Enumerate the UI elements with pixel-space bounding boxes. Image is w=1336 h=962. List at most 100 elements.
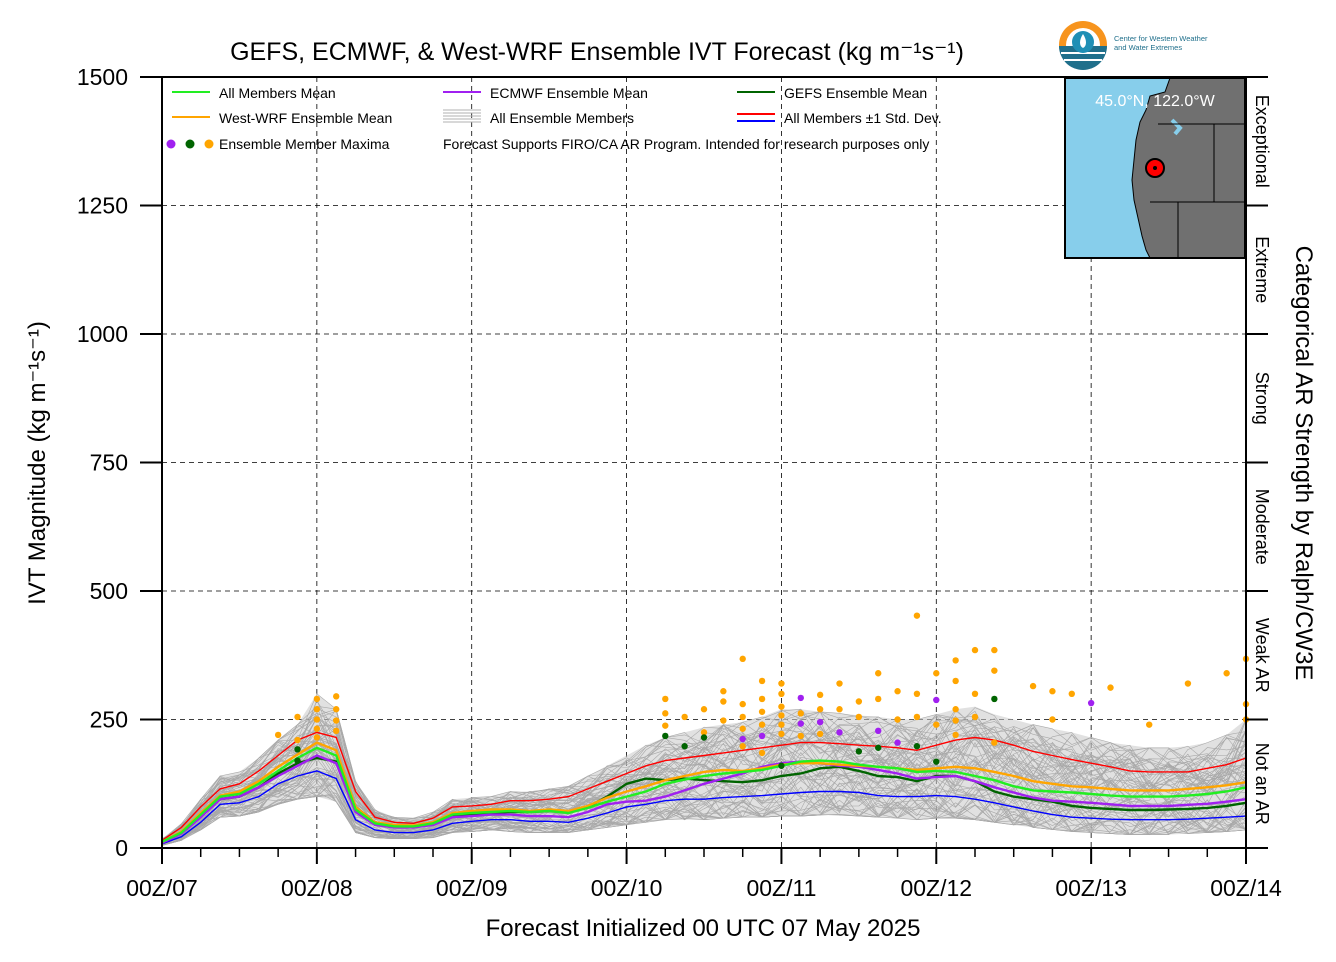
member-maximum-point	[758, 695, 766, 703]
legend-label-all-members: All Ensemble Members	[490, 110, 634, 126]
chart-title: GEFS, ECMWF, & West-WRF Ensemble IVT For…	[230, 38, 964, 66]
y-tick-label-250: 250	[90, 707, 128, 733]
member-maximum-point	[933, 758, 940, 765]
cw3e-logo: Center for Western Weather and Water Ext…	[1059, 21, 1208, 70]
member-maximum-point	[1068, 690, 1075, 697]
y-tick-label-500: 500	[90, 578, 128, 604]
member-maximum-point	[1029, 682, 1037, 690]
member-maximum-point	[816, 718, 824, 726]
member-maximum-point	[720, 688, 727, 695]
legend-label-gefs-mean: GEFS Ensemble Mean	[784, 85, 927, 101]
member-maximum-point	[294, 746, 301, 753]
member-maximum-point	[971, 646, 979, 654]
y-tick-label-1500: 1500	[77, 64, 128, 90]
x-axis-ticks: 00Z/07 00Z/08 00Z/09 00Z/10 00Z/11 00Z/12 00Z/…	[126, 848, 1282, 901]
series-all-members-1-std-dev-	[161, 731, 1247, 841]
members-envelope	[162, 693, 1246, 846]
member-maximum-point	[720, 698, 727, 705]
logo-text-line2: and Water Extremes	[1114, 43, 1182, 52]
mean-series	[161, 731, 1247, 845]
member-maximum-point	[855, 748, 863, 755]
member-maximum-point	[991, 739, 998, 746]
member-maximum-point	[836, 729, 843, 736]
x-tick-label-144: 00Z/13	[1055, 875, 1127, 901]
member-maximum-point	[778, 721, 785, 728]
inset-land	[1131, 77, 1246, 259]
member-maximum-point	[797, 710, 804, 717]
legend-label-maxima: Ensemble Member Maxima	[219, 136, 390, 152]
ensemble-member-line	[161, 724, 1247, 842]
legend-label-wwrf-mean: West-WRF Ensemble Mean	[219, 110, 392, 126]
x-tick-label-120: 00Z/12	[900, 875, 972, 901]
member-maximum-point	[720, 717, 727, 724]
member-maximum-point	[778, 762, 785, 769]
member-maximum-point	[294, 757, 301, 764]
legend: All Members Mean West-WRF Ensemble Mean …	[166, 85, 942, 152]
member-maximum-point	[333, 717, 340, 724]
member-maximum-point	[933, 721, 940, 728]
member-maximum-point	[797, 732, 804, 740]
member-maximum-point	[1184, 680, 1192, 687]
member-maximum-point	[836, 706, 843, 713]
member-maximum-point	[758, 708, 766, 715]
member-maximum-point	[662, 732, 669, 740]
y-tick-label-1000: 1000	[77, 321, 128, 347]
member-maximum-point	[662, 695, 669, 703]
member-maximum-point	[662, 722, 669, 729]
member-maximum-point	[294, 736, 301, 744]
x-tick-label-0: 00Z/07	[126, 875, 198, 901]
member-maximum-point	[816, 691, 824, 699]
ar-category-exceptional: Exceptional	[1252, 95, 1272, 188]
member-maximum-point	[778, 703, 785, 710]
member-maximum-point	[681, 713, 688, 721]
member-maximum-point	[1223, 670, 1230, 677]
member-maximum-point	[894, 688, 901, 695]
member-maximum-point	[294, 713, 301, 721]
inset-location-label: 45.0°N, 122.0°W	[1095, 93, 1215, 110]
member-maximum-point	[991, 667, 998, 674]
member-maximum-point	[662, 710, 669, 717]
ar-category-extreme: Extreme	[1252, 236, 1272, 303]
y-tick-label-1250: 1250	[77, 193, 128, 219]
member-maximum-point	[894, 716, 901, 723]
member-maximum-point	[1087, 699, 1095, 707]
member-maximum-point	[739, 655, 746, 663]
member-maximum-point	[333, 693, 340, 700]
member-maximum-point	[875, 744, 882, 751]
member-maximum-point	[333, 706, 340, 713]
member-maximum-point	[333, 727, 340, 735]
member-maximum-point	[700, 729, 708, 736]
member-maximum-point	[991, 646, 998, 654]
member-maximum-point	[836, 680, 843, 687]
member-maximum-point	[274, 731, 282, 739]
legend-swatch-all-members	[443, 109, 481, 123]
ensemble-member-line	[161, 720, 1247, 841]
ensemble-member-line	[161, 733, 1247, 842]
member-maximum-point	[1146, 721, 1153, 728]
member-maximum-point	[875, 727, 882, 735]
research-note: Forecast Supports FIRO/CA AR Program. In…	[443, 136, 929, 152]
ensemble-member-line	[161, 699, 1247, 842]
member-maximum-point	[855, 698, 863, 705]
member-maximum-point	[739, 743, 746, 750]
y-tick-label-750: 750	[90, 450, 128, 476]
ar-category-strong: Strong	[1252, 372, 1272, 425]
ensemble-member-line	[161, 770, 1247, 845]
member-maximum-point	[816, 730, 824, 738]
member-maximum-point	[739, 725, 746, 732]
legend-label-all-mean: All Members Mean	[219, 85, 336, 101]
ar-category-weak-ar: Weak AR	[1252, 618, 1272, 693]
member-maximum-point	[778, 690, 785, 697]
member-maximum-point	[1107, 684, 1114, 691]
member-maximum-point	[855, 713, 863, 721]
member-maximum-point	[778, 712, 785, 719]
member-maximum-point	[758, 721, 766, 728]
member-maximum-point	[913, 713, 921, 721]
legend-dot-ecmwf	[166, 139, 176, 149]
ensemble-member-line	[161, 758, 1247, 843]
series-all-members-mean	[161, 746, 1247, 843]
ensemble-member-line	[161, 770, 1247, 846]
series-all-members-1-std-dev-	[161, 770, 1247, 845]
member-maximum-point	[739, 700, 746, 708]
